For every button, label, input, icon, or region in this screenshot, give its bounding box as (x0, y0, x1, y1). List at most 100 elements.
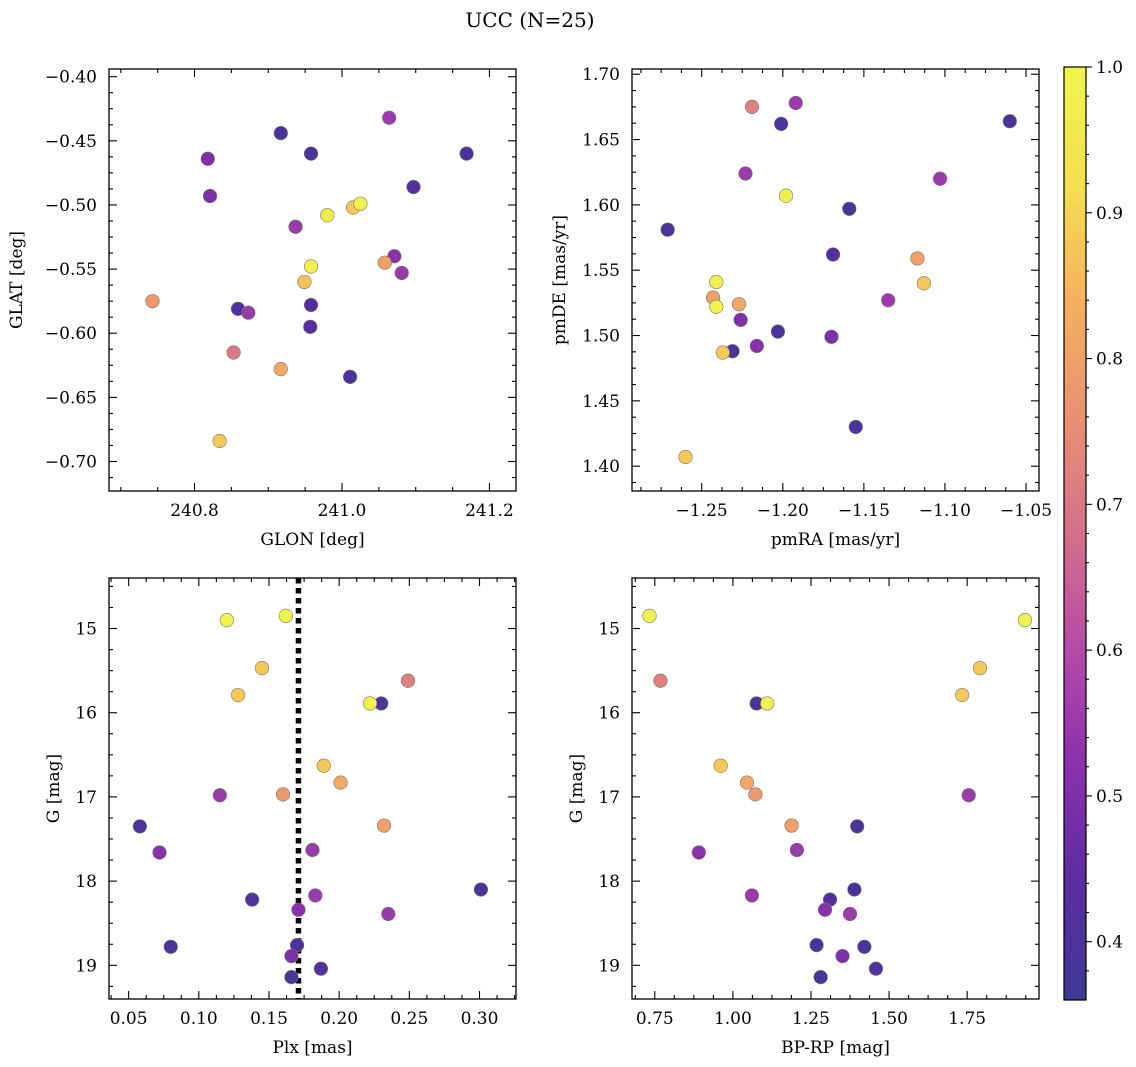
colorbar-tick-label: 1.0 (1096, 58, 1123, 78)
x-axis-label: Plx [mas] (272, 1038, 352, 1058)
scatter-point (284, 948, 299, 964)
colorbar-tick-label: 0.8 (1096, 350, 1123, 370)
scatter-point (202, 188, 218, 204)
x-tick-label: 0.75 (636, 1009, 674, 1029)
scatter-points (132, 608, 489, 985)
scatter-point (778, 188, 794, 203)
x-tick-label: 240.8 (170, 501, 219, 521)
scatter-point (473, 882, 489, 897)
scatter-point (320, 208, 335, 223)
scatter-point (760, 696, 775, 711)
y-tick-label: 1.45 (582, 392, 620, 412)
scatter-point (748, 787, 763, 802)
x-tick-label: 241.0 (318, 501, 367, 521)
scatter-point (868, 961, 884, 976)
scatter-point (784, 818, 799, 833)
y-tick-label: −0.40 (45, 68, 97, 88)
y-axis-label: G [mag] (567, 754, 587, 823)
scatter-point (789, 842, 805, 858)
scatter-point (381, 906, 396, 922)
scatter-point (459, 146, 474, 161)
scatter-points (642, 608, 1033, 985)
y-tick-label: 1.40 (582, 457, 620, 477)
x-tick-label: −1.05 (1000, 501, 1052, 521)
scatter-point (226, 345, 241, 360)
x-tick-label: 0.20 (320, 1009, 358, 1029)
scatter-point (313, 961, 329, 976)
y-axis-label: pmDE [mas/yr] (550, 215, 570, 345)
scatter-point (709, 274, 724, 290)
scatter-point (744, 888, 760, 903)
x-tick-label: 0.15 (250, 1009, 288, 1029)
x-tick-label: 241.2 (465, 501, 514, 521)
scatter-point (910, 251, 925, 266)
x-tick-label: −1.20 (757, 501, 809, 521)
x-axis-label: pmRA [mas/yr] (771, 530, 900, 550)
scatter-point (847, 882, 862, 897)
scatter-point (316, 758, 331, 773)
scatter-point (291, 902, 306, 917)
scatter-point (653, 673, 668, 688)
y-tick-label: −0.45 (45, 132, 97, 152)
scatter-point (738, 166, 753, 181)
scatter-point (308, 888, 323, 903)
y-tick-label: 19 (75, 956, 97, 976)
y-tick-label: 17 (75, 788, 97, 808)
scatter-points (660, 95, 1017, 465)
x-tick-label: −1.15 (838, 501, 890, 521)
scatter-point (377, 255, 392, 270)
scatter-point (254, 660, 270, 676)
scatter-point (713, 758, 728, 773)
scatter-point (212, 788, 227, 803)
y-tick-label: 18 (75, 872, 97, 892)
y-tick-label: 15 (598, 620, 620, 640)
colorbar-tick-label: 0.6 (1096, 641, 1123, 661)
scatter-point (362, 696, 378, 711)
scatter-point (824, 329, 839, 344)
scatter-point (691, 845, 706, 860)
x-tick-label: 1.00 (714, 1009, 752, 1029)
x-tick-label: 0.10 (180, 1009, 218, 1029)
scatter-point (200, 151, 215, 166)
scatter-point (343, 369, 358, 384)
scatter-point (219, 612, 234, 628)
panel-bprp-g: 0.75 1.00 1.25 1.50 1.75 15 16 17 18 19 BP-RP [mag… (567, 577, 1040, 1058)
x-axis-label: GLON [deg] (260, 530, 364, 550)
scatter-point (303, 146, 319, 161)
scatter-point (835, 948, 850, 964)
scatter-point (842, 201, 857, 216)
scatter-point (382, 110, 397, 125)
colorbar-gradient (1063, 66, 1087, 1001)
x-tick-label: 0.30 (461, 1009, 499, 1029)
y-tick-label: 1.60 (582, 196, 620, 216)
axis-ticks (632, 69, 1039, 491)
scatter-point (145, 294, 160, 309)
y-axis-label: GLAT [deg] (7, 231, 27, 329)
scatter-point (231, 687, 246, 703)
x-tick-label: 1.50 (870, 1009, 908, 1029)
scatter-point (278, 608, 293, 623)
scatter-point (788, 95, 803, 111)
scatter-point (297, 274, 312, 290)
scatter-point (284, 970, 299, 985)
y-tick-label: −0.60 (45, 324, 97, 344)
scatter-point (241, 305, 256, 320)
y-tick-label: 17 (598, 788, 620, 808)
plot-frame (631, 577, 1040, 1000)
y-tick-label: 16 (598, 704, 620, 724)
y-tick-label: 15 (75, 620, 97, 640)
scatter-points (145, 110, 474, 449)
scatter-point (955, 687, 970, 703)
colorbar: 0.4 0.5 0.6 0.7 0.8 0.9 1.0 (1063, 58, 1123, 1001)
plot-frame (108, 577, 517, 1000)
scatter-point (245, 892, 260, 907)
x-tick-label: 0.05 (110, 1009, 148, 1029)
y-tick-label: 18 (598, 872, 620, 892)
scatter-point (132, 819, 147, 834)
scatter-point (916, 276, 931, 291)
y-axis-label: G [mag] (44, 754, 64, 823)
panel-pmra-pmde: −1.25 −1.20 −1.15 −1.10 −1.05 1.40 1.45 1.50 1.5… (550, 65, 1052, 550)
scatter-point (288, 219, 303, 234)
scatter-point (642, 608, 657, 623)
scatter-point (731, 297, 747, 312)
